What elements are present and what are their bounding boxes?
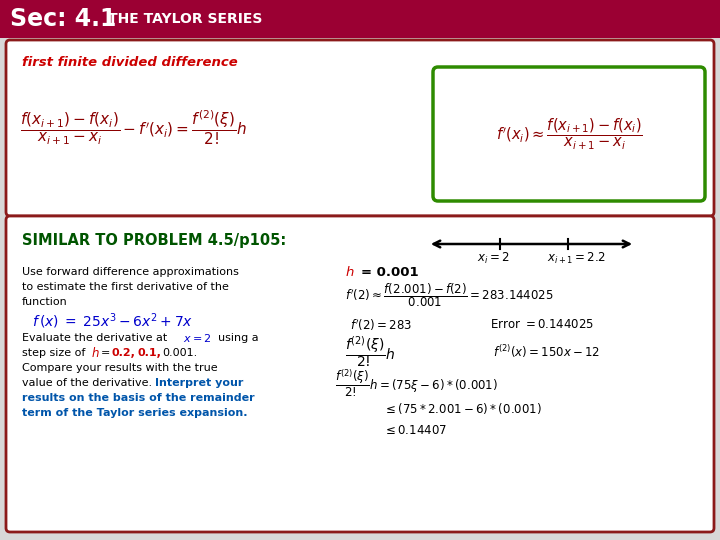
- Text: $\dfrac{f(x_{i+1}) - f(x_i)}{x_{i+1} - x_i} - f'(x_i) = \dfrac{f^{(2)}(\xi)}{2!}: $\dfrac{f(x_{i+1}) - f(x_i)}{x_{i+1} - x…: [20, 109, 247, 147]
- Text: $\dfrac{f^{(2)}(\xi)}{2!}h$: $\dfrac{f^{(2)}(\xi)}{2!}h$: [345, 334, 395, 369]
- Text: $f^{(2)}(x) = 150x - 12$: $f^{(2)}(x) = 150x - 12$: [493, 343, 600, 361]
- Text: $x_{i+1}=2.2$: $x_{i+1}=2.2$: [546, 251, 606, 266]
- Text: Evaluate the derivative at: Evaluate the derivative at: [22, 333, 167, 343]
- FancyBboxPatch shape: [433, 67, 705, 201]
- Text: Error $= 0.144025$: Error $= 0.144025$: [490, 319, 594, 332]
- Text: Compare your results with the true: Compare your results with the true: [22, 363, 217, 373]
- Text: $\leq (75 * 2.001 - 6) * (0.001)$: $\leq (75 * 2.001 - 6) * (0.001)$: [383, 401, 542, 415]
- Text: $\dfrac{f^{(2)}(\xi)}{2!}h = (75\xi - 6) * (0.001)$: $\dfrac{f^{(2)}(\xi)}{2!}h = (75\xi - 6)…: [335, 367, 498, 399]
- Text: $x = 2$: $x = 2$: [183, 332, 212, 344]
- Text: $f\,(x)\; =\; 25x^3 - 6x^2 + 7x$: $f\,(x)\; =\; 25x^3 - 6x^2 + 7x$: [32, 311, 193, 331]
- Text: using a: using a: [218, 333, 258, 343]
- Text: =: =: [101, 348, 114, 358]
- Text: value of the derivative.: value of the derivative.: [22, 378, 152, 388]
- Text: SIMILAR TO PROBLEM 4.5/p105:: SIMILAR TO PROBLEM 4.5/p105:: [22, 233, 287, 248]
- Text: function: function: [22, 297, 68, 307]
- Text: term of the Taylor series expansion.: term of the Taylor series expansion.: [22, 408, 248, 418]
- Text: $f'(2) \approx \dfrac{f(2.001) - f(2)}{0.001} = 283.144025$: $f'(2) \approx \dfrac{f(2.001) - f(2)}{0…: [345, 281, 554, 309]
- Text: step size of: step size of: [22, 348, 86, 358]
- Text: results on the basis of the remainder: results on the basis of the remainder: [22, 393, 255, 403]
- Text: $x_i=2$: $x_i=2$: [477, 251, 509, 266]
- Text: $h$: $h$: [91, 346, 99, 360]
- Text: 0.2,: 0.2,: [112, 348, 136, 358]
- FancyBboxPatch shape: [6, 40, 714, 216]
- Text: to estimate the first derivative of the: to estimate the first derivative of the: [22, 282, 229, 292]
- Text: $\leq 0.14407$: $\leq 0.14407$: [383, 423, 447, 436]
- Text: Sec: 4.1: Sec: 4.1: [10, 7, 117, 31]
- Text: THE TAYLOR SERIES: THE TAYLOR SERIES: [108, 12, 262, 26]
- Text: Use forward difference approximations: Use forward difference approximations: [22, 267, 239, 277]
- FancyBboxPatch shape: [0, 0, 720, 38]
- FancyBboxPatch shape: [6, 216, 714, 532]
- Text: 0.1,: 0.1,: [138, 348, 162, 358]
- Text: $f'(2) = 283$: $f'(2) = 283$: [350, 317, 413, 333]
- Text: first finite divided difference: first finite divided difference: [22, 56, 238, 69]
- Text: = 0.001: = 0.001: [361, 266, 418, 279]
- Text: $f'(x_i) \approx \dfrac{f(x_{i+1}) - f(x_i)}{x_{i+1} - x_i}$: $f'(x_i) \approx \dfrac{f(x_{i+1}) - f(x…: [495, 117, 642, 152]
- Text: Interpret your: Interpret your: [155, 378, 243, 388]
- Text: 0.001.: 0.001.: [162, 348, 197, 358]
- Text: $h$: $h$: [345, 265, 354, 279]
